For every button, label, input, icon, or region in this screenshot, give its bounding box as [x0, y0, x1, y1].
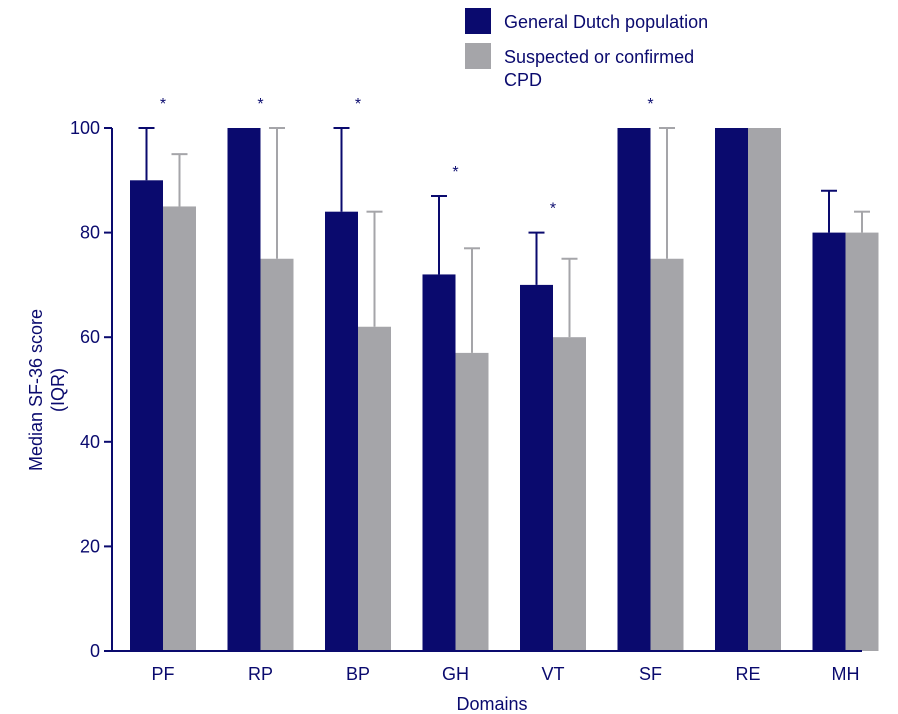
- legend-swatch-series-1: [465, 8, 491, 34]
- x-tick-label-sf: SF: [639, 664, 662, 684]
- bars-layer: [130, 128, 879, 652]
- bar-mh-series-1: [812, 232, 846, 651]
- bar-pf-series-1: [130, 180, 163, 652]
- significance-star-rp: *: [257, 96, 263, 113]
- legend-swatch-series-2: [465, 43, 491, 69]
- error-bars-layer: [138, 127, 870, 353]
- bar-re-series-1: [715, 128, 748, 651]
- bar-sf-series-1: [617, 128, 651, 651]
- y-tick-label-40: 40: [80, 432, 100, 452]
- bar-vt-series-2: [553, 337, 586, 651]
- bar-re-series-2: [748, 128, 781, 651]
- axes-layer: PF RP BP GH VT SF RE MH 0 20 40 60 80 100 Domains Media…: [26, 118, 862, 714]
- x-tick-label-bp: BP: [346, 664, 370, 684]
- x-tick-label-vt: VT: [541, 664, 564, 684]
- x-tick-label-mh: MH: [832, 664, 860, 684]
- bar-rp-series-2: [260, 258, 294, 651]
- x-tick-label-rp: RP: [248, 664, 273, 684]
- significance-star-bp: *: [355, 96, 361, 113]
- bar-gh-series-1: [422, 274, 456, 651]
- bar-rp-series-1: [227, 128, 261, 651]
- significance-star-gh: *: [452, 164, 458, 181]
- significance-star-vt: *: [550, 201, 556, 218]
- bar-vt-series-1: [520, 284, 553, 651]
- x-tick-label-pf: PF: [151, 664, 174, 684]
- significance-star-sf: *: [647, 96, 653, 113]
- y-tick-label-100: 100: [70, 118, 100, 138]
- x-tick-label-re: RE: [735, 664, 760, 684]
- significance-layer: * * * * * *: [160, 96, 654, 218]
- bar-bp-series-1: [325, 211, 358, 651]
- y-tick-label-0: 0: [90, 641, 100, 661]
- y-axis-title: Median SF-36 score (IQR): [26, 309, 68, 471]
- y-tick-label-60: 60: [80, 327, 100, 347]
- y-tick-label-80: 80: [80, 223, 100, 243]
- legend: General Dutch population Suspected or con…: [465, 8, 708, 90]
- y-tick-label-20: 20: [80, 536, 100, 556]
- x-axis-title: Domains: [456, 694, 527, 714]
- x-tick-label-gh: GH: [442, 664, 469, 684]
- bar-mh-series-2: [845, 232, 879, 651]
- legend-label-series-2: Suspected or confirmed CPD: [504, 47, 694, 90]
- bar-sf-series-2: [650, 258, 684, 651]
- bar-gh-series-2: [455, 352, 489, 651]
- bar-pf-series-2: [163, 206, 196, 651]
- significance-star-pf: *: [160, 96, 166, 113]
- bar-bp-series-2: [358, 326, 391, 651]
- legend-label-series-1: General Dutch population: [504, 12, 708, 32]
